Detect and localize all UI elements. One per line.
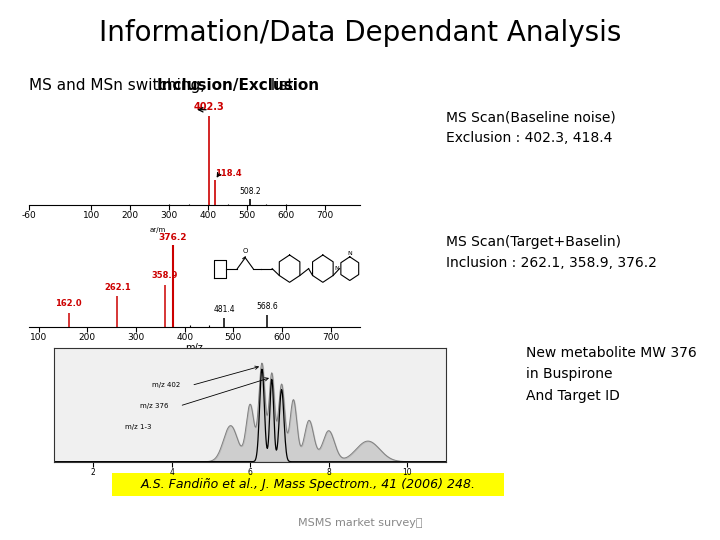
Text: m/z 402: m/z 402 [152, 382, 180, 388]
Text: O: O [243, 248, 248, 254]
Text: m/z 1-3: m/z 1-3 [125, 424, 151, 430]
Text: MS Scan(Target+Baselin)
Inclusion : 262.1, 358.9, 376.2: MS Scan(Target+Baselin) Inclusion : 262.… [446, 235, 657, 269]
X-axis label: m/z: m/z [186, 343, 203, 353]
Text: 376.2: 376.2 [159, 233, 187, 242]
Text: MS Scan(Baseline noise)
Exclusion : 402.3, 418.4: MS Scan(Baseline noise) Exclusion : 402.… [446, 111, 616, 145]
Text: MS and MSn switching,: MS and MSn switching, [29, 78, 210, 93]
Text: New metabolite MW 376
in Buspirone
And Target ID: New metabolite MW 376 in Buspirone And T… [526, 346, 696, 403]
Text: Information/Data Dependant Analysis: Information/Data Dependant Analysis [99, 19, 621, 47]
Text: Inclusion/Exclusion: Inclusion/Exclusion [157, 78, 320, 93]
X-axis label: m/z: m/z [186, 222, 203, 232]
Text: 358.9: 358.9 [151, 272, 178, 280]
Text: ar/m: ar/m [150, 227, 166, 233]
Text: 402.3: 402.3 [194, 103, 225, 112]
FancyBboxPatch shape [112, 473, 504, 496]
Text: 508.2: 508.2 [239, 187, 261, 196]
Text: 262.1: 262.1 [104, 282, 131, 292]
Text: 118.4: 118.4 [215, 168, 242, 178]
Text: 481.4: 481.4 [214, 305, 235, 314]
Text: list: list [266, 78, 294, 93]
Text: 568.6: 568.6 [256, 302, 278, 311]
Text: N: N [348, 251, 352, 256]
Text: m/z 376: m/z 376 [140, 403, 168, 409]
Text: MSMS market survey용: MSMS market survey용 [298, 518, 422, 528]
Text: 162.0: 162.0 [55, 300, 82, 308]
Text: N: N [334, 266, 338, 271]
Text: A.S. Fandiño et al., J. Mass Spectrom., 41 (2006) 248.: A.S. Fandiño et al., J. Mass Spectrom., … [140, 478, 476, 491]
